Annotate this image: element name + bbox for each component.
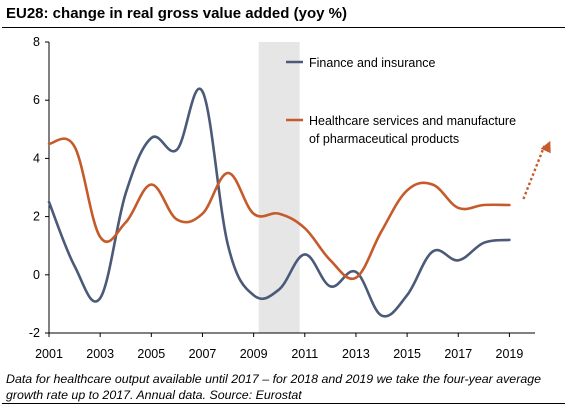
x-tick-label: 2003 [86,347,114,361]
x-tick-label: 2017 [444,347,472,361]
shade-layer [258,42,300,333]
y-tick-label: 8 [33,35,40,49]
y-tick-label: 0 [33,268,40,282]
series-line-healthcare [47,137,511,281]
x-tick-label: 2019 [496,347,524,361]
x-tick-label: 2011 [291,347,318,361]
x-tick-label: 2005 [137,347,165,361]
title-rule [2,27,565,28]
footnote: Data for healthcare output available unt… [6,372,541,402]
projection-dotted-line [522,145,546,200]
chart-title: EU28: change in real gross value added (… [6,5,347,22]
x-tick-label: 2001 [35,347,63,361]
x-tick-label: 2013 [342,347,370,361]
y-tick-label: 6 [33,93,40,107]
legend-label-healthcare-line1: Healthcare services and manufacture [309,114,516,128]
shaded-period [258,42,300,333]
legend-label-healthcare-line2: of pharmaceutical products [309,132,459,146]
axis-layer: -2 0 2 4 6 8 2001 2003 2005 2007 2009 2011 2013 2015 2… [29,35,535,361]
y-tick-label: 2 [33,210,40,224]
legend-layer: Finance and insurance Healthcare services… [286,56,516,146]
legend-label-finance: Finance and insurance [309,56,436,70]
line-chart: -2 0 2 4 6 8 2001 2003 2005 2007 2009 2011 2013 2015 2… [29,35,551,361]
bottom-rule [2,403,565,404]
x-tick-label: 2009 [240,347,268,361]
y-tick-label: 4 [33,151,40,165]
series-line-finance [47,87,511,318]
series-layer [47,87,551,318]
x-tick-label: 2007 [189,347,217,361]
y-tick-label: -2 [29,326,40,340]
x-tick-label: 2015 [393,347,421,361]
projection-arrowhead [540,140,551,154]
